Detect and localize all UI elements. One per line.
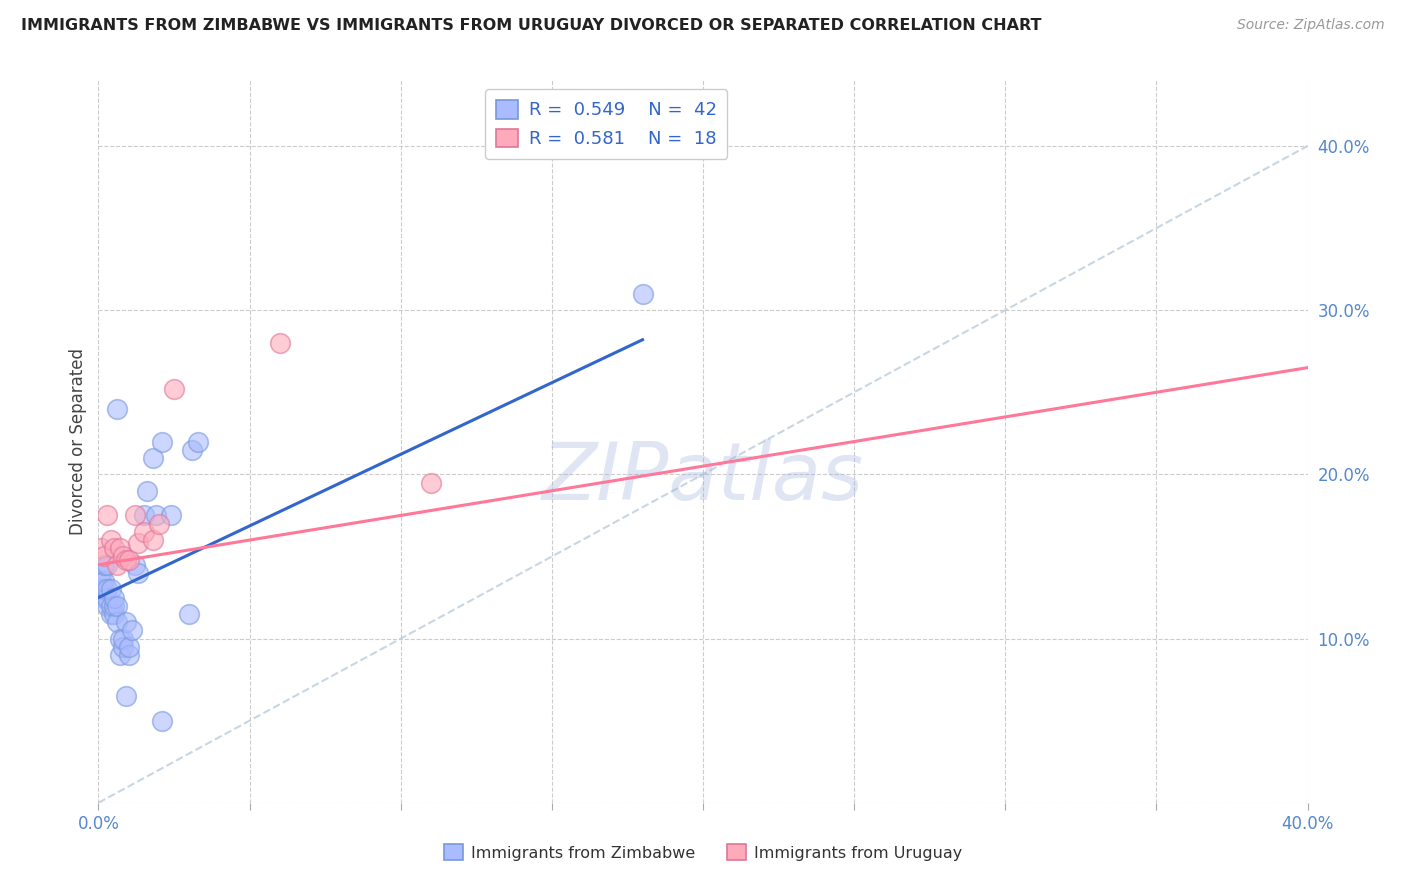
Point bbox=[100, 607, 122, 621]
Point bbox=[90, 541, 112, 556]
Point bbox=[96, 591, 118, 605]
Y-axis label: Divorced or Separated: Divorced or Separated bbox=[69, 348, 87, 535]
Point bbox=[103, 607, 125, 621]
Point bbox=[103, 599, 125, 613]
Point bbox=[105, 401, 128, 416]
Point bbox=[114, 553, 136, 567]
Point bbox=[114, 615, 136, 630]
Point bbox=[90, 582, 112, 597]
Point bbox=[148, 516, 170, 531]
Point bbox=[93, 549, 115, 564]
Legend: Immigrants from Zimbabwe, Immigrants from Uruguay: Immigrants from Zimbabwe, Immigrants fro… bbox=[437, 838, 969, 867]
Point bbox=[142, 450, 165, 465]
Point bbox=[127, 566, 149, 580]
Point bbox=[118, 553, 141, 567]
Point bbox=[135, 483, 157, 498]
Point bbox=[150, 434, 173, 449]
Point bbox=[90, 574, 112, 588]
Point bbox=[114, 689, 136, 703]
Point bbox=[631, 286, 654, 301]
Point bbox=[105, 615, 128, 630]
Point bbox=[132, 524, 155, 539]
Point bbox=[187, 434, 209, 449]
Point bbox=[420, 475, 443, 490]
Point bbox=[108, 541, 131, 556]
Point bbox=[90, 566, 112, 580]
Point bbox=[150, 714, 173, 728]
Point bbox=[145, 508, 167, 523]
Point bbox=[118, 648, 141, 662]
Point bbox=[111, 632, 134, 646]
Point bbox=[163, 382, 186, 396]
Point bbox=[124, 508, 146, 523]
Point bbox=[93, 558, 115, 572]
Point bbox=[93, 591, 115, 605]
Point bbox=[93, 582, 115, 597]
Text: IMMIGRANTS FROM ZIMBABWE VS IMMIGRANTS FROM URUGUAY DIVORCED OR SEPARATED CORREL: IMMIGRANTS FROM ZIMBABWE VS IMMIGRANTS F… bbox=[21, 18, 1042, 33]
Point bbox=[100, 599, 122, 613]
Point bbox=[132, 508, 155, 523]
Point bbox=[100, 533, 122, 547]
Point bbox=[111, 640, 134, 654]
Text: ZIPatlas: ZIPatlas bbox=[541, 439, 865, 516]
Point bbox=[124, 558, 146, 572]
Point bbox=[127, 536, 149, 550]
Point bbox=[108, 632, 131, 646]
Point bbox=[93, 574, 115, 588]
Point bbox=[96, 599, 118, 613]
Point bbox=[181, 442, 204, 457]
Point bbox=[105, 599, 128, 613]
Point bbox=[142, 533, 165, 547]
Point bbox=[160, 508, 183, 523]
Point bbox=[105, 558, 128, 572]
Text: Source: ZipAtlas.com: Source: ZipAtlas.com bbox=[1237, 18, 1385, 32]
Point bbox=[96, 582, 118, 597]
Point bbox=[118, 640, 141, 654]
Point bbox=[269, 336, 291, 351]
Point bbox=[103, 591, 125, 605]
Point bbox=[179, 607, 201, 621]
Point bbox=[100, 582, 122, 597]
Point bbox=[111, 549, 134, 564]
Point bbox=[96, 558, 118, 572]
Point bbox=[96, 508, 118, 523]
Point bbox=[108, 648, 131, 662]
Point bbox=[121, 624, 143, 638]
Point bbox=[103, 541, 125, 556]
